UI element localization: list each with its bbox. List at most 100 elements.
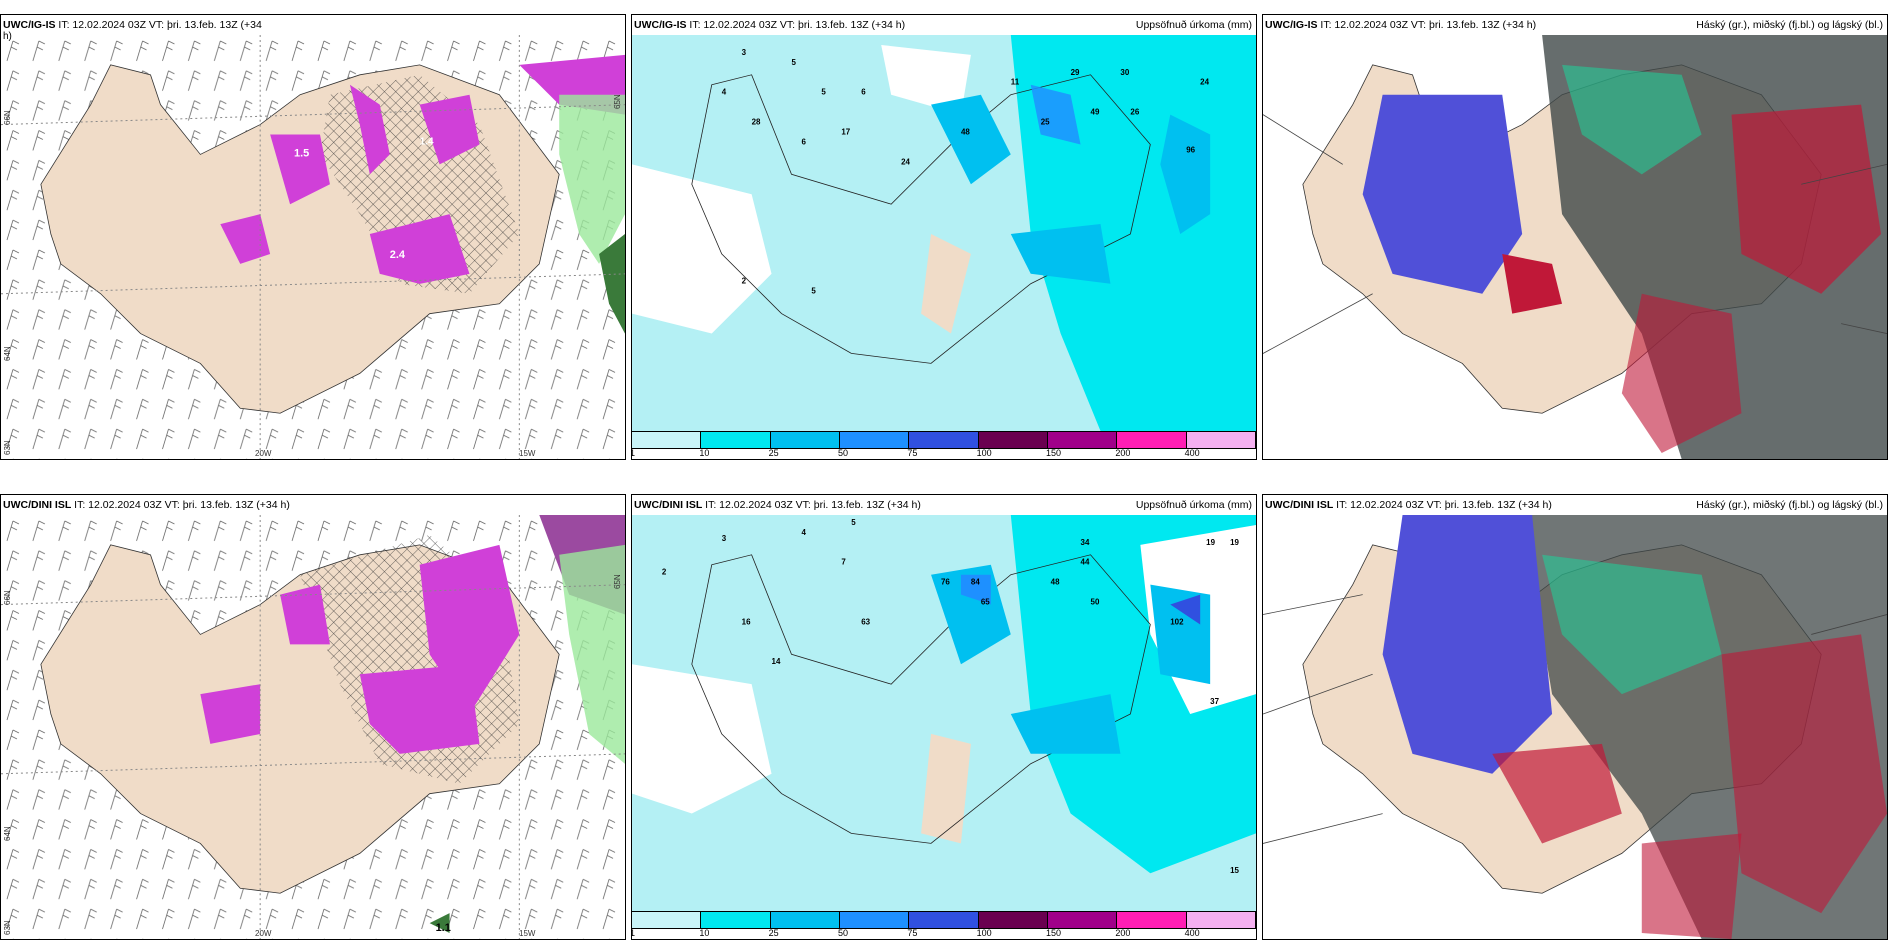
precip-label: 11 — [1011, 78, 1020, 87]
lat-label: 66N — [3, 590, 12, 605]
svg-text:1.5: 1.5 — [294, 147, 309, 159]
panel-title: UWC/IG-IS IT: 12.02.2024 03Z VT: þri. 13… — [634, 19, 1252, 31]
colorbar-tick-label: 75 — [907, 448, 918, 458]
precip-label: 76 — [941, 578, 950, 587]
lat-label: 66N — [3, 110, 12, 125]
precip-label: 29 — [1071, 68, 1080, 77]
svg-text:1.4: 1.4 — [420, 136, 434, 147]
map-area: 3 5 4 5 6 17 6 24 29 30 26 2 5 49 96 11 … — [632, 35, 1256, 431]
precip-label: 44 — [1081, 558, 1090, 567]
map-panel-igis-precip: UWC/IG-IS IT: 12.02.2024 03Z VT: þri. 13… — [631, 14, 1257, 460]
colorbar-tick-label: 10 — [699, 928, 710, 938]
panel-model-label: UWC/IG-IS — [3, 19, 56, 31]
lon-label: 20W — [255, 449, 272, 458]
panel-model-label: UWC/IG-IS — [1265, 19, 1318, 31]
precip-label: 37 — [1210, 697, 1219, 706]
precip-label: 48 — [961, 128, 970, 137]
colorbar-tick-label: 150 — [1046, 928, 1062, 938]
precip-label: 6 — [801, 137, 806, 146]
colorbar-swatch — [770, 432, 840, 448]
panel-title: UWC/DINI ISL IT: 12.02.2024 03Z VT: þri.… — [3, 499, 621, 511]
precip-label: 2 — [662, 568, 667, 577]
precip-label: 26 — [1130, 108, 1139, 117]
colorbar-swatch — [1117, 912, 1187, 928]
colorbar-tick-label: 1 — [632, 928, 635, 938]
colorbar-swatch — [701, 432, 771, 448]
lon-label: 15W — [519, 929, 536, 938]
precip-label: 48 — [1051, 578, 1060, 587]
colorbar-tick-label: 150 — [1046, 448, 1062, 458]
iceland-snow-map: 1.5 2.4 1.4 — [1, 35, 625, 459]
map-area: 1.1 — [1, 515, 625, 939]
map-area — [1263, 35, 1887, 459]
colorbar-tick-label: 200 — [1115, 448, 1131, 458]
colorbar-swatches — [632, 911, 1256, 929]
colorbar-swatch — [1117, 432, 1187, 448]
precip-label: 7 — [841, 558, 846, 567]
lat-label: 64N — [3, 826, 12, 841]
panel-title: UWC/IG-IS IT: 12.02.2024 03Z VT: þri. 13… — [1265, 19, 1883, 31]
precip-label: 49 — [1091, 108, 1100, 117]
panel-time-label: IT: 12.02.2024 03Z VT: þri. 13.feb. 13Z … — [1333, 499, 1552, 511]
panel-time-label: IT: 12.02.2024 03Z VT: þri. 13.feb. 13Z … — [71, 499, 290, 511]
colorbar-swatch — [839, 432, 910, 448]
colorbar-swatch — [909, 912, 979, 928]
colorbar-swatch — [1047, 432, 1118, 448]
precip-label: 24 — [1200, 78, 1209, 87]
precip-label: 5 — [791, 58, 796, 67]
precip-label: 5 — [851, 518, 856, 527]
panel-model-label: UWC/DINI ISL — [3, 499, 72, 511]
precip-label: 65 — [981, 598, 990, 607]
panel-field-label: Háský (gr.), miðský (fj.bl.) og lágský (… — [1696, 499, 1883, 511]
panel-model-label: UWC/DINI ISL — [1265, 499, 1334, 511]
colorbar-swatch — [632, 432, 702, 448]
precip-label: 19 — [1206, 538, 1215, 547]
precip-label: 34 — [1081, 538, 1090, 547]
precip-label: 14 — [772, 657, 781, 666]
precip-label: 16 — [742, 617, 751, 626]
colorbar-tick-label: 50 — [838, 928, 849, 938]
lon-label: 15W — [519, 449, 536, 458]
panel-title-wrap: h) — [3, 31, 621, 42]
precip-label: 102 — [1170, 617, 1184, 626]
precip-label: 84 — [971, 578, 980, 587]
map-panel-dini-clouds: UWC/DINI ISL IT: 12.02.2024 03Z VT: þri.… — [1262, 494, 1888, 940]
colorbar-swatch — [909, 432, 979, 448]
panel-time-label: IT: 12.02.2024 03Z VT: þri. 13.feb. 13Z … — [1317, 19, 1537, 31]
colorbar-tick-label: 50 — [838, 448, 849, 458]
precip-label: 3 — [742, 48, 747, 57]
panel-field-label: Uppsöfnuð úrkoma (mm) — [1135, 499, 1252, 511]
lat-label: 64N — [3, 346, 12, 361]
colorbar-tick-label: 400 — [1184, 448, 1200, 458]
colorbar-swatch — [978, 912, 1048, 928]
panel-time-label: IT: 12.02.2024 03Z VT: þri. 13.feb. 13Z … — [686, 19, 906, 31]
precip-label: 30 — [1120, 68, 1129, 77]
colorbar-tick-label: 10 — [699, 448, 710, 458]
map-area: 3 4 5 7 2 16 14 44 34 19 19 15 76 84 65 … — [632, 515, 1256, 911]
colorbar-tick-label: 100 — [976, 928, 992, 938]
lon-label: 20W — [255, 929, 272, 938]
map-panel-igis-snow: UWC/IG-IS IT: 12.02.2024 03Z VT: þri. 13… — [0, 14, 626, 460]
panel-model-label: UWC/IG-IS — [634, 19, 687, 31]
colorbar-swatch — [978, 432, 1048, 448]
colorbar-tick-label: 1 — [632, 448, 635, 458]
colorbar-swatches — [632, 431, 1256, 449]
iceland-cloud-map — [1263, 515, 1887, 939]
map-panel-dini-snow: UWC/DINI ISL IT: 12.02.2024 03Z VT: þri.… — [0, 494, 626, 940]
precip-label: 5 — [821, 88, 826, 97]
colorbar-swatch — [1047, 912, 1118, 928]
svg-text:2.4: 2.4 — [390, 249, 406, 261]
panel-model-label: UWC/DINI ISL — [634, 499, 703, 511]
panel-title: UWC/DINI ISL IT: 12.02.2024 03Z VT: þri.… — [1265, 499, 1883, 511]
precip-label: 3 — [722, 534, 727, 543]
colorbar-swatch — [770, 912, 840, 928]
colorbar-swatch — [839, 912, 910, 928]
precip-colorbar: 1 10 25 50 75 100 150 200 400 — [632, 911, 1256, 939]
colorbar-tick-label: 400 — [1184, 928, 1200, 938]
precip-label: 4 — [801, 528, 806, 537]
precip-label: 25 — [1041, 118, 1050, 127]
colorbar-tick-label: 25 — [768, 928, 779, 938]
precip-label: 2 — [742, 277, 747, 286]
panel-title-continued: h) — [3, 31, 12, 42]
colorbar-tick-label: 100 — [976, 448, 992, 458]
